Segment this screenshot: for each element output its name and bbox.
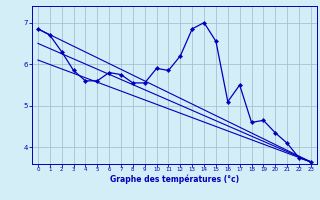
X-axis label: Graphe des températures (°c): Graphe des températures (°c) <box>110 175 239 184</box>
